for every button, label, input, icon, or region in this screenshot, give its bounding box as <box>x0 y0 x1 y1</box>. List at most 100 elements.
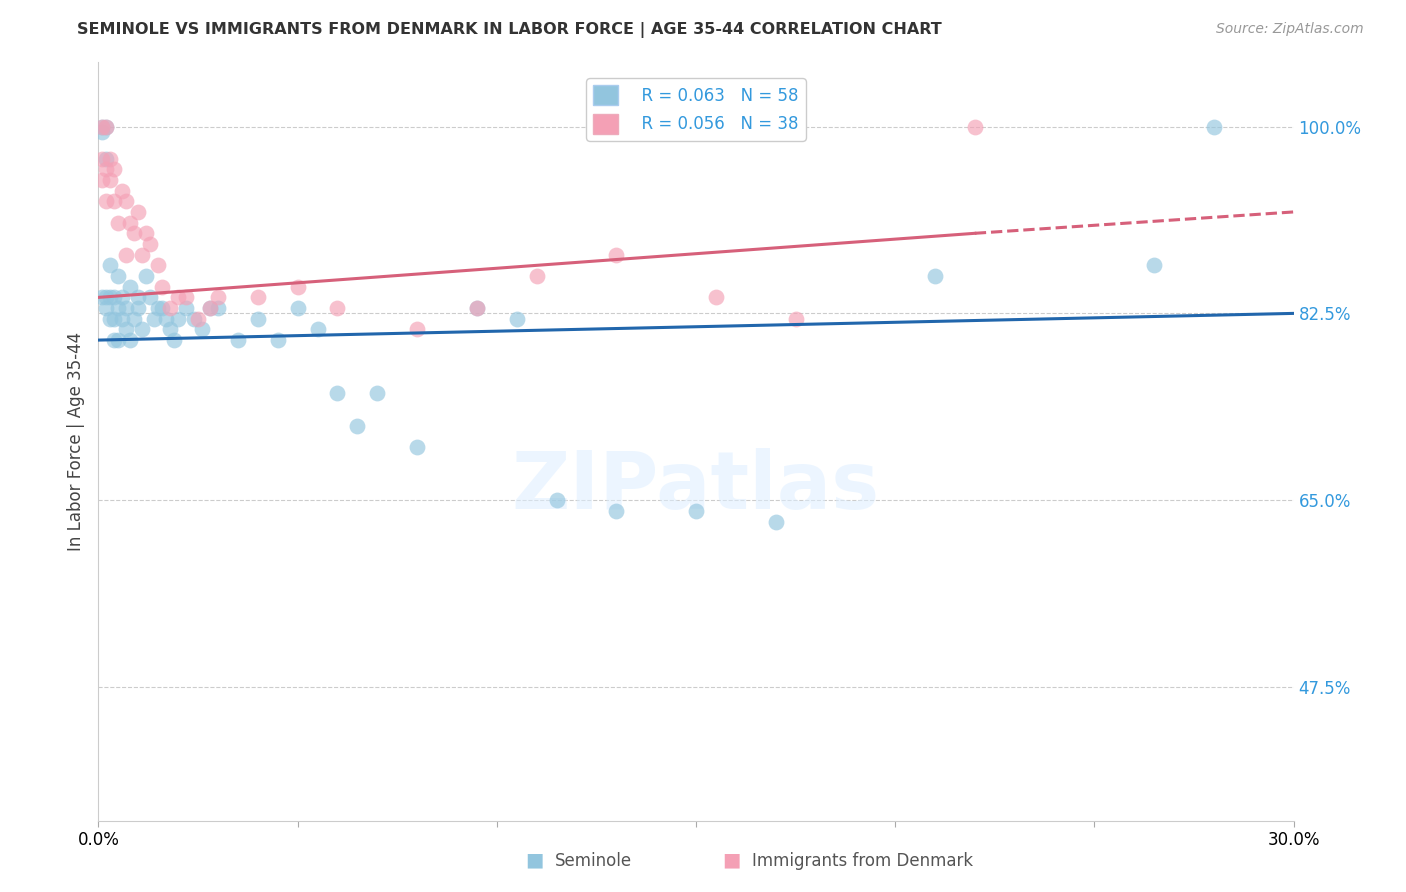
Point <box>307 322 329 336</box>
Point <box>98 258 122 272</box>
Point <box>96 152 118 166</box>
Point <box>267 333 290 347</box>
Point <box>107 216 129 230</box>
Point <box>174 301 197 315</box>
Point <box>765 515 787 529</box>
Point <box>150 279 173 293</box>
Point <box>207 290 229 304</box>
Point <box>785 311 807 326</box>
Point <box>111 290 134 304</box>
Text: Immigrants from Denmark: Immigrants from Denmark <box>752 852 973 870</box>
Point <box>465 301 488 315</box>
Point <box>107 301 129 315</box>
Point <box>143 311 166 326</box>
Point <box>91 290 114 304</box>
Text: ■: ■ <box>524 851 544 870</box>
Text: Seminole: Seminole <box>555 852 633 870</box>
Point <box>96 120 118 134</box>
Point <box>124 227 146 241</box>
Text: Source: ZipAtlas.com: Source: ZipAtlas.com <box>1216 22 1364 37</box>
Point <box>326 386 349 401</box>
Point <box>963 120 986 134</box>
Point <box>91 152 114 166</box>
Point <box>226 333 249 347</box>
Point <box>103 194 125 209</box>
Point <box>287 279 309 293</box>
Point <box>406 440 429 454</box>
Point <box>96 301 118 315</box>
Point <box>183 311 205 326</box>
Point <box>198 301 221 315</box>
Point <box>131 322 153 336</box>
Text: ■: ■ <box>721 851 741 870</box>
Point <box>96 120 118 134</box>
Point <box>198 301 221 315</box>
Point <box>174 290 197 304</box>
Point <box>91 125 114 139</box>
Point <box>103 311 125 326</box>
Point <box>107 333 129 347</box>
Point <box>115 301 138 315</box>
Text: ZIPatlas: ZIPatlas <box>512 448 880 526</box>
Point <box>124 311 146 326</box>
Point <box>98 290 122 304</box>
Point <box>115 247 138 261</box>
Legend:   R = 0.063   N = 58,   R = 0.056   N = 38: R = 0.063 N = 58, R = 0.056 N = 38 <box>586 78 806 141</box>
Point <box>191 322 214 336</box>
Point <box>246 290 269 304</box>
Point <box>155 311 177 326</box>
Point <box>127 290 149 304</box>
Point <box>150 301 173 315</box>
Point <box>139 290 162 304</box>
Point <box>91 120 114 134</box>
Point <box>346 418 368 433</box>
Point <box>1143 258 1166 272</box>
Point <box>96 162 118 177</box>
Point <box>91 120 114 134</box>
Point <box>120 216 142 230</box>
Point <box>207 301 229 315</box>
Point <box>98 152 122 166</box>
Point <box>159 301 181 315</box>
Point <box>506 311 529 326</box>
Point <box>406 322 429 336</box>
Point <box>159 322 181 336</box>
Y-axis label: In Labor Force | Age 35-44: In Labor Force | Age 35-44 <box>66 332 84 551</box>
Point <box>366 386 388 401</box>
Point <box>115 194 138 209</box>
Point <box>326 301 349 315</box>
Point <box>148 301 170 315</box>
Point <box>120 279 142 293</box>
Point <box>115 322 138 336</box>
Point <box>111 311 134 326</box>
Point <box>465 301 488 315</box>
Point <box>98 311 122 326</box>
Point <box>167 290 190 304</box>
Point <box>103 290 125 304</box>
Point <box>135 268 157 283</box>
Point <box>135 227 157 241</box>
Point <box>139 237 162 252</box>
Point <box>103 333 125 347</box>
Text: SEMINOLE VS IMMIGRANTS FROM DENMARK IN LABOR FORCE | AGE 35-44 CORRELATION CHART: SEMINOLE VS IMMIGRANTS FROM DENMARK IN L… <box>77 22 942 38</box>
Point <box>96 290 118 304</box>
Point <box>546 493 568 508</box>
Point <box>120 333 142 347</box>
Point <box>526 268 548 283</box>
Point <box>605 247 627 261</box>
Point <box>96 194 118 209</box>
Point <box>107 268 129 283</box>
Point <box>98 173 122 187</box>
Point <box>287 301 309 315</box>
Point <box>704 290 727 304</box>
Point <box>91 173 114 187</box>
Point <box>127 301 149 315</box>
Point <box>246 311 269 326</box>
Point <box>685 504 707 518</box>
Point <box>163 333 186 347</box>
Point <box>131 247 153 261</box>
Point <box>1202 120 1225 134</box>
Point <box>187 311 209 326</box>
Point <box>924 268 946 283</box>
Point <box>148 258 170 272</box>
